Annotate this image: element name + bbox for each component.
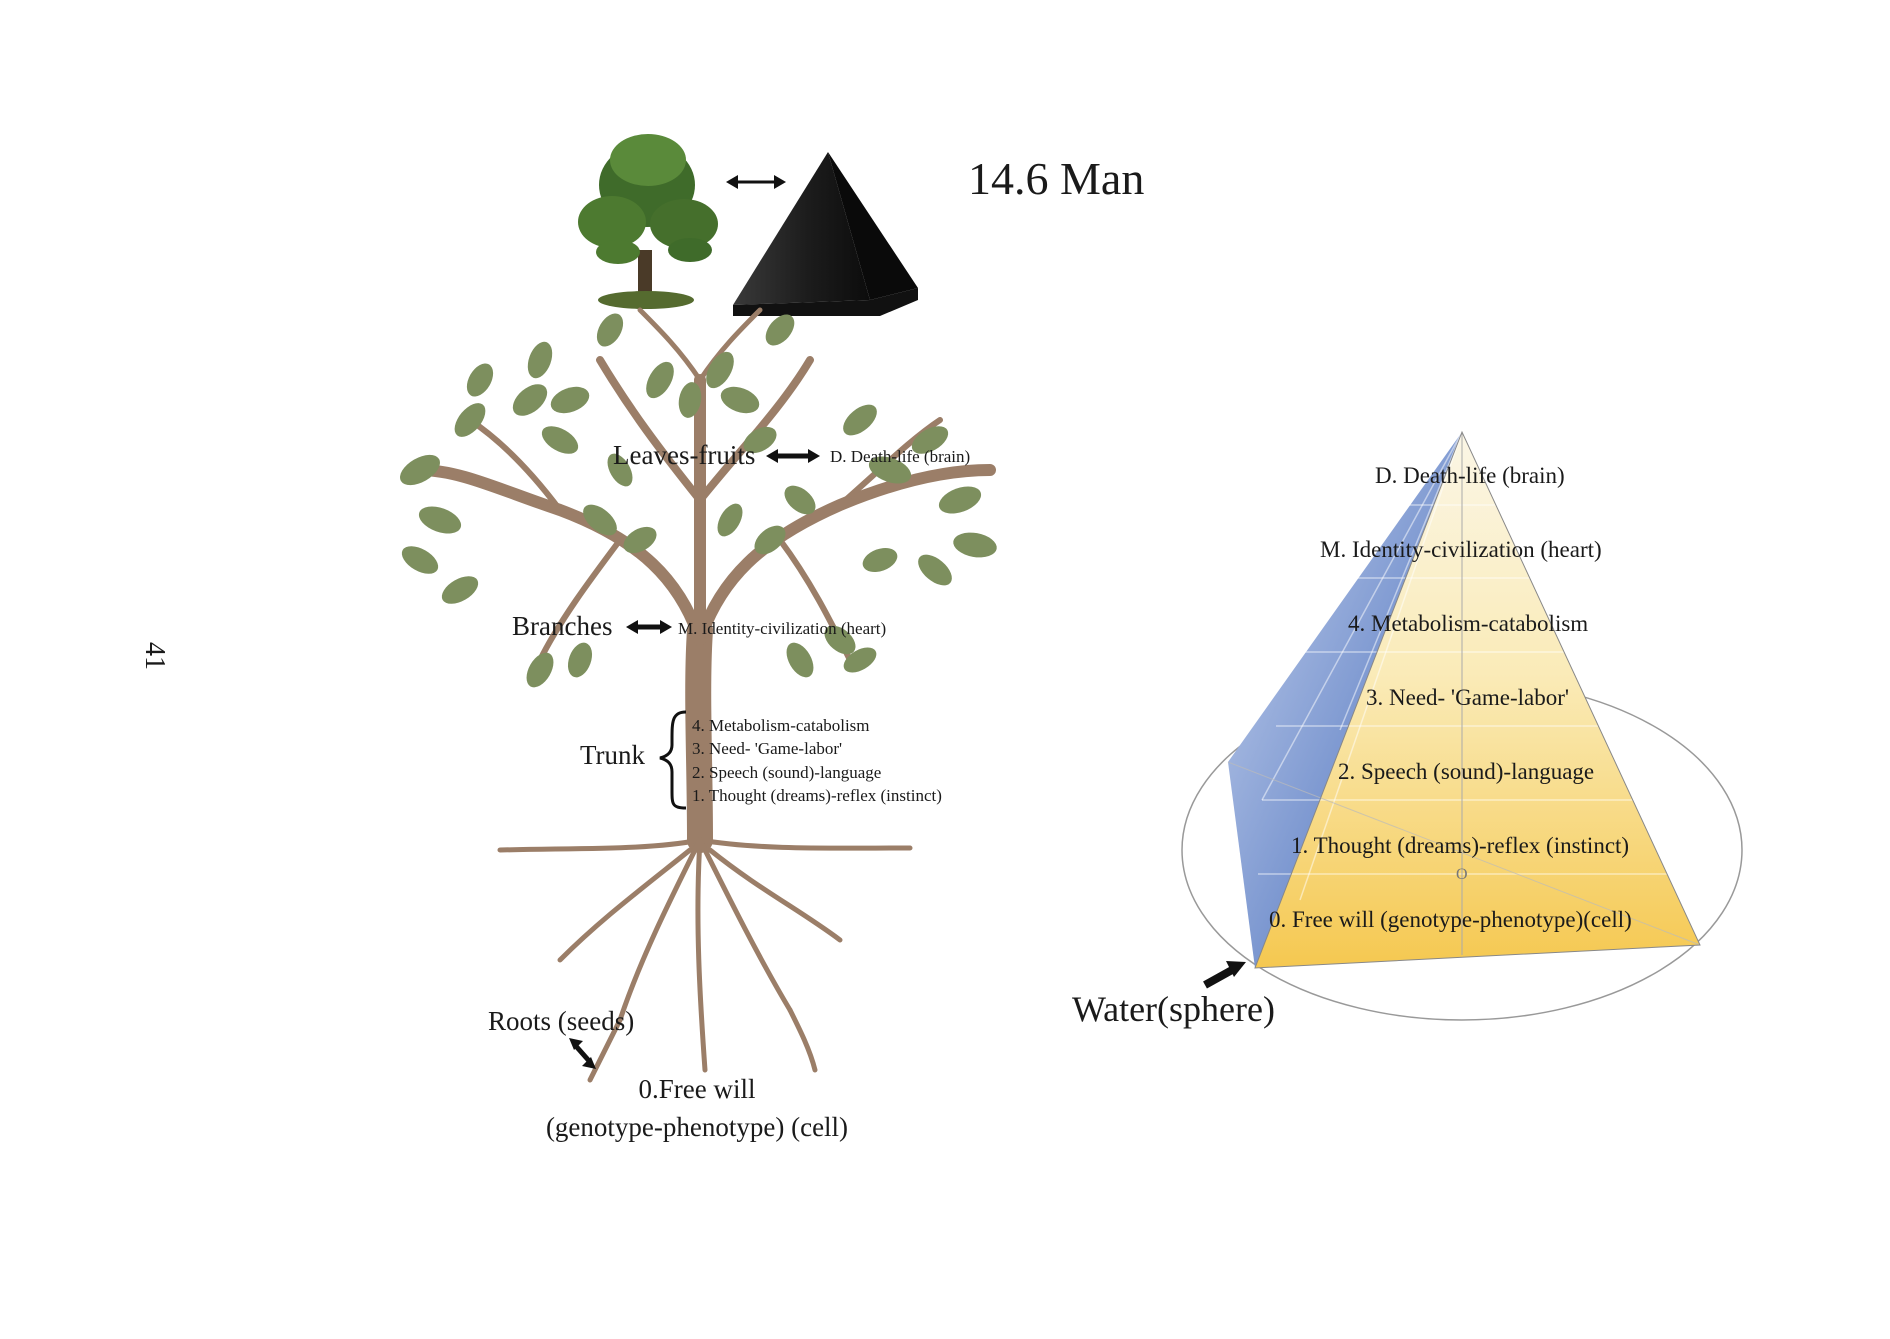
branches-label: Branches (512, 611, 613, 641)
pyramid-level-1: 1. Thought (dreams)-reflex (instinct) (1291, 833, 1630, 858)
leaves-target-label: D. Death-life (brain) (830, 447, 971, 466)
water-sphere-label: Water(sphere) (1072, 989, 1275, 1029)
tree-icon (578, 134, 718, 309)
branches-target-label: M. Identity-civilization (heart) (678, 619, 887, 638)
pyramid-level-d: D. Death-life (brain) (1375, 463, 1565, 488)
page-title: 14.6 Man (968, 153, 1145, 204)
genotype-phenotype-label: (genotype-phenotype) (cell) (545, 1112, 849, 1142)
trunk-item-3: 3. Need- 'Game-labor' (692, 739, 843, 758)
black-pyramid-icon (733, 152, 918, 316)
free-will-label: 0.Free will (638, 1074, 756, 1104)
pyramid-level-0: 0. Free will (genotype-phenotype)(cell) (1269, 907, 1632, 932)
pyramid-level-4: 4. Metabolism-catabolism (1348, 611, 1589, 636)
trunk-brace (659, 710, 687, 810)
trunk-item-1: 1. Thought (dreams)-reflex (instinct) (692, 786, 942, 805)
roots-label: Roots (seeds) (488, 1006, 635, 1036)
pyramid-illustration (1227, 430, 1701, 969)
double-arrow-icon (726, 175, 786, 189)
water-arrow (1203, 961, 1246, 989)
trunk-item-4: 4. Metabolism-catabolism (692, 716, 870, 735)
leaves-fruits-label: Leaves-fruits (613, 440, 756, 470)
pyramid-center-mark: O (1456, 866, 1468, 883)
trunk-label: Trunk (580, 740, 646, 770)
pyramid-level-2: 2. Speech (sound)-language (1338, 759, 1595, 784)
trunk-item-2: 2. Speech (sound)-language (692, 763, 882, 782)
tree-illustration (400, 307, 997, 1083)
pyramid-level-3: 3. Need- 'Game-labor' (1366, 685, 1570, 710)
branches-arrow (626, 620, 672, 634)
leaves-arrow (766, 449, 820, 463)
pyramid-level-m: M. Identity-civilization (heart) (1320, 537, 1602, 562)
roots-arrow (569, 1038, 596, 1069)
